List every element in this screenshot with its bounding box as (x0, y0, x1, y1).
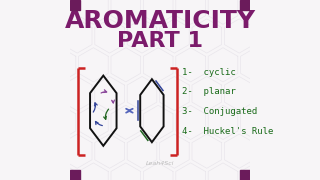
Text: 1-  cyclic: 1- cyclic (182, 68, 236, 76)
Bar (70, 0, 80, 10)
Text: 3-  Conjugated: 3- Conjugated (182, 107, 258, 116)
Bar (240, 170, 250, 180)
Text: AROMATICITY: AROMATICITY (64, 9, 256, 33)
Text: 4-  Huckel's Rule: 4- Huckel's Rule (182, 127, 274, 136)
Text: 2-  planar: 2- planar (182, 87, 236, 96)
Text: PART 1: PART 1 (117, 30, 203, 51)
Bar (70, 170, 80, 180)
Text: Leah4Sci: Leah4Sci (146, 161, 174, 166)
Bar (240, 0, 250, 10)
